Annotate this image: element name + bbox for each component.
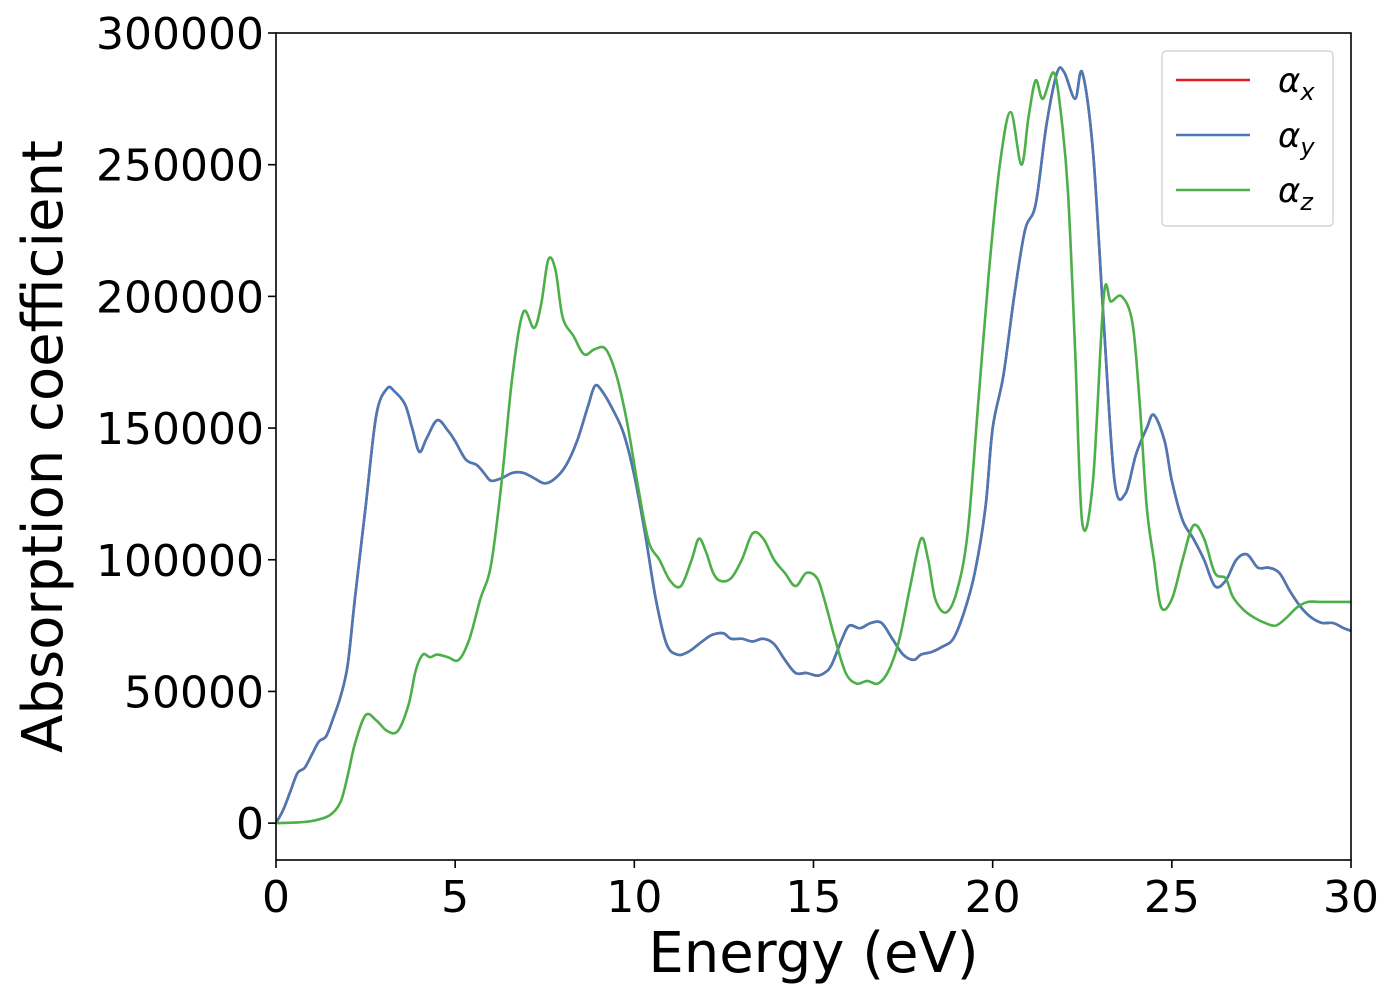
x-axis-ticks: 0 5 10 15 20 25 30 [262,860,1379,923]
y-axis-ticks: 0 50000 100000 150000 200000 250000 300000 [96,9,276,850]
y-tick-label: 100000 [96,536,264,587]
legend-items: αx αy αz [1176,61,1315,216]
legend-label-y: αy [1278,116,1315,161]
series-line-z [276,71,1351,825]
x-tick-label: 25 [1144,872,1200,923]
series-layer [276,66,1351,825]
y-tick-label: 50000 [124,667,264,718]
y-axis-label: Absorption coefficient [11,140,76,753]
x-tick-label: 10 [606,872,662,923]
y-tick-label: 300000 [96,9,264,60]
x-tick-label: 0 [262,872,290,923]
series-line-y [276,66,1351,824]
y-tick-label: 150000 [96,404,264,455]
legend-box [1161,50,1334,227]
x-tick-label: 30 [1323,872,1379,923]
legend-label-x: αx [1278,61,1315,106]
y-tick-label: 200000 [96,272,264,323]
x-tick-label: 20 [965,872,1021,923]
y-tick-label: 250000 [96,141,264,192]
legend-label-z: αz [1278,171,1314,216]
x-tick-label: 15 [786,872,842,923]
y-tick-label: 0 [236,799,264,850]
x-tick-label: 5 [441,872,469,923]
legend: αx αy αz [1161,50,1334,227]
x-axis-label: Energy (eV) [648,921,978,986]
